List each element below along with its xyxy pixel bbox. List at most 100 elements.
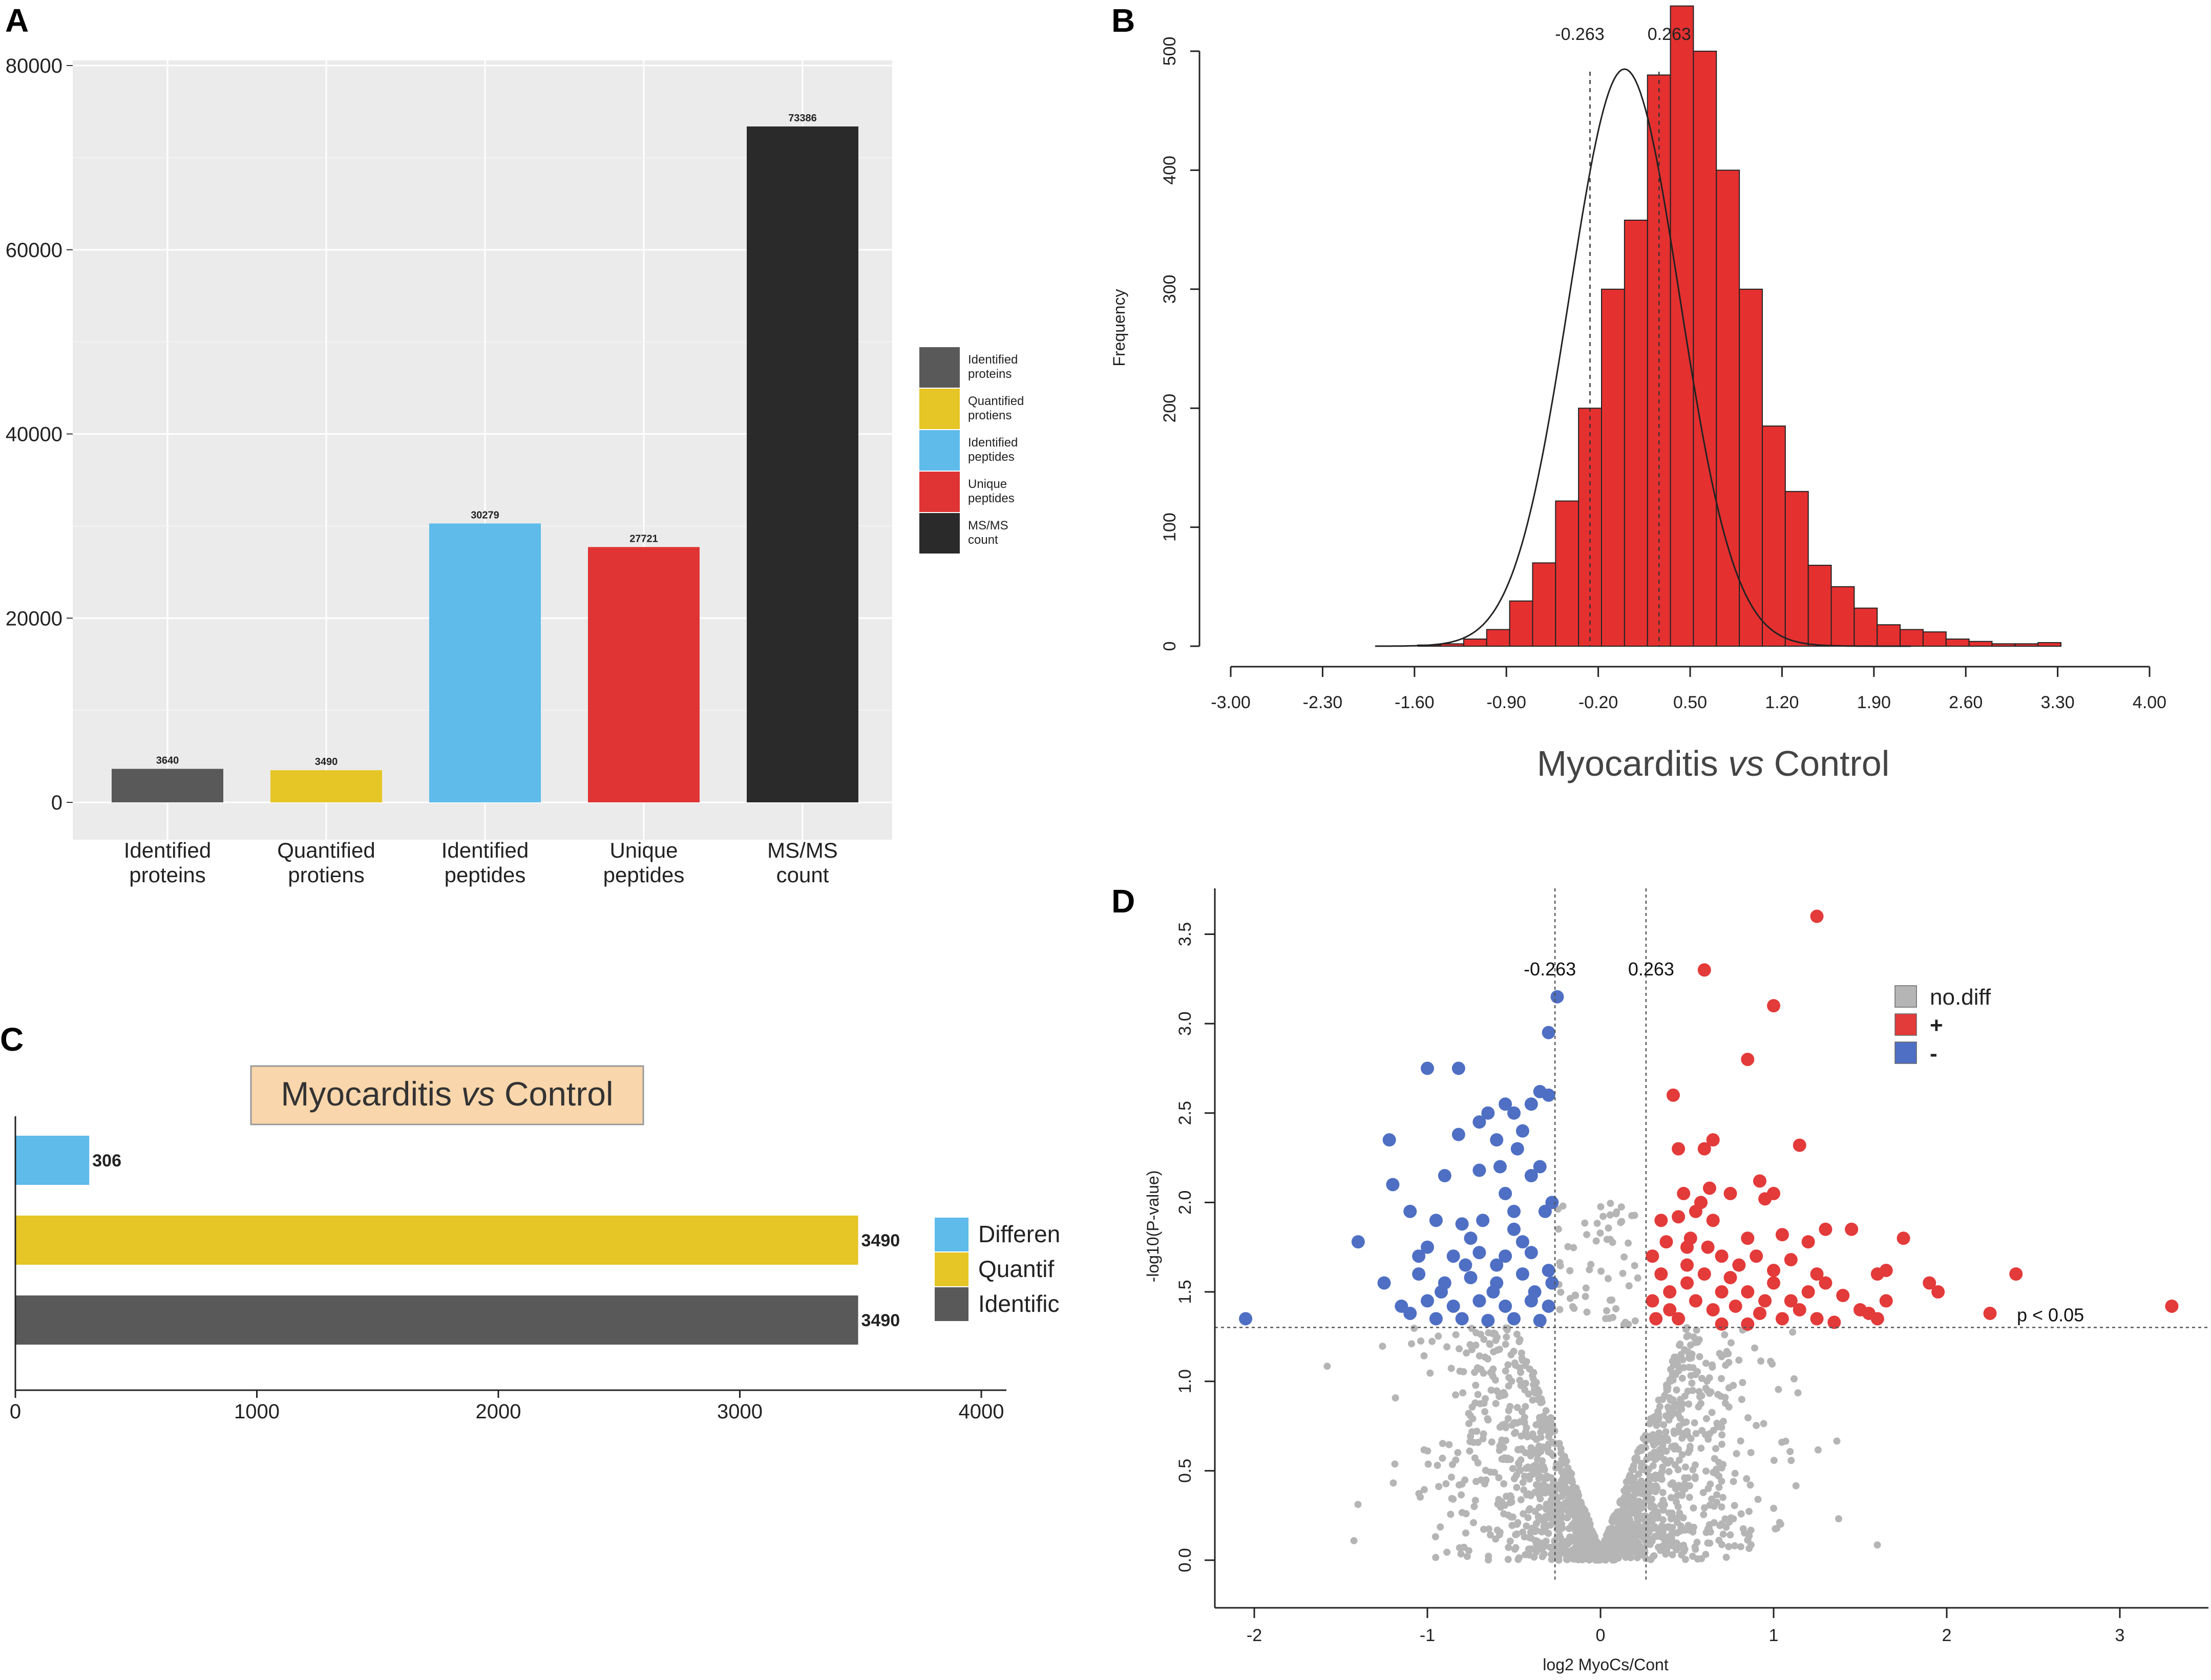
d-point-up — [1649, 1312, 1663, 1326]
d-point-nodiff — [1770, 1504, 1778, 1512]
d-point-down — [1446, 1249, 1460, 1263]
d-point-nodiff — [1460, 1368, 1467, 1375]
d-point-down — [1486, 1285, 1500, 1299]
b-xtick-label: -1.60 — [1395, 693, 1435, 712]
d-point-up — [1680, 1276, 1694, 1290]
d-point-nodiff — [1662, 1547, 1670, 1555]
d-point-nodiff — [1593, 1220, 1601, 1227]
d-point-nodiff — [1593, 1556, 1601, 1564]
d-point-nodiff — [1713, 1419, 1721, 1427]
d-point-nodiff — [1678, 1374, 1686, 1382]
d-point-nodiff — [1542, 1504, 1550, 1512]
d-point-nodiff — [1580, 1505, 1587, 1513]
d-point-nodiff — [1725, 1543, 1733, 1550]
d-point-nodiff — [1504, 1415, 1512, 1422]
d-point-nodiff — [1646, 1535, 1653, 1543]
b-ytick-label: 100 — [1160, 513, 1180, 542]
d-ytick-label: 1.5 — [1175, 1280, 1195, 1304]
d-point-nodiff — [1465, 1420, 1473, 1428]
d-point-nodiff — [1684, 1521, 1692, 1529]
d-point-nodiff — [1678, 1434, 1686, 1442]
a-xtick-label-2: Identified peptides — [441, 838, 529, 887]
b-hist-bar — [1854, 607, 1878, 647]
d-point-nodiff — [1567, 1554, 1575, 1561]
d-point-nodiff — [1482, 1476, 1490, 1484]
d-point-nodiff — [1667, 1494, 1675, 1501]
d-point-nodiff — [1663, 1435, 1671, 1442]
d-ytick-label: 1.0 — [1175, 1369, 1195, 1393]
d-point-nodiff — [1518, 1349, 1525, 1357]
d-point-nodiff — [1486, 1341, 1494, 1348]
b-hist-bar — [1968, 641, 1993, 647]
d-point-nodiff — [1521, 1419, 1528, 1427]
d-point-nodiff — [1721, 1331, 1729, 1338]
d-point-nodiff — [1456, 1345, 1463, 1353]
d-point-nodiff — [1631, 1211, 1638, 1219]
d-point-nodiff — [1521, 1386, 1529, 1394]
d-point-up — [1663, 1285, 1677, 1299]
d-point-nodiff — [1466, 1341, 1474, 1349]
d-point-up — [1689, 1294, 1702, 1308]
d-point-nodiff — [1730, 1478, 1737, 1485]
d-point-nodiff — [1513, 1419, 1521, 1427]
d-point-nodiff — [1700, 1511, 1708, 1519]
d-point-nodiff — [1628, 1520, 1636, 1528]
d-point-nodiff — [1650, 1441, 1658, 1449]
d-point-nodiff — [1653, 1421, 1660, 1429]
d-point-nodiff — [1431, 1533, 1439, 1541]
b-xtick-label: 4.00 — [2133, 693, 2166, 712]
d-point-nodiff — [1458, 1509, 1466, 1517]
d-point-nodiff — [1558, 1513, 1566, 1520]
d-point-up — [1784, 1253, 1798, 1267]
d-point-nodiff — [1491, 1376, 1499, 1384]
d-point-down — [1490, 1133, 1504, 1147]
d-point-nodiff — [1519, 1528, 1527, 1536]
d-point-nodiff — [1507, 1351, 1515, 1358]
d-point-nodiff — [1519, 1479, 1527, 1486]
d-point-nodiff — [1739, 1379, 1746, 1387]
d-point-down — [1472, 1294, 1486, 1308]
d-point-nodiff — [1738, 1396, 1745, 1403]
d-point-nodiff — [1487, 1387, 1495, 1394]
d-point-nodiff — [1542, 1425, 1550, 1433]
d-point-nodiff — [1705, 1374, 1713, 1381]
d-point-nodiff — [1551, 1542, 1559, 1549]
a-ytick-label: 40000 — [6, 423, 62, 446]
d-point-nodiff — [1530, 1554, 1538, 1561]
d-point-up — [1732, 1258, 1746, 1272]
d-point-nodiff — [1683, 1324, 1691, 1332]
a-bar-value-3: 27721 — [629, 533, 658, 544]
d-point-nodiff — [1789, 1328, 1797, 1336]
d-point-nodiff — [1565, 1525, 1573, 1533]
d-point-nodiff — [1581, 1219, 1589, 1227]
a-ytick-label: 60000 — [6, 239, 62, 262]
d-point-nodiff — [1733, 1450, 1740, 1457]
d-point-nodiff — [1686, 1494, 1693, 1501]
d-point-nodiff — [1526, 1505, 1533, 1513]
d-point-nodiff — [1480, 1399, 1488, 1407]
d-point-nodiff — [1624, 1486, 1632, 1494]
d-point-nodiff — [1480, 1430, 1487, 1438]
d-point-down — [1542, 1299, 1555, 1313]
d-point-down — [1507, 1106, 1521, 1120]
d-point-nodiff — [1712, 1445, 1720, 1453]
d-point-nodiff — [1443, 1548, 1451, 1556]
d-point-nodiff — [1420, 1352, 1428, 1359]
d-legend-swatch-0 — [1894, 985, 1917, 1008]
b-ytick-label: 0 — [1160, 642, 1180, 651]
a-bar-value-0: 3640 — [156, 755, 179, 767]
d-point-down — [1507, 1312, 1521, 1326]
d-point-nodiff — [1518, 1432, 1525, 1440]
b-hist-bar — [1761, 426, 1786, 647]
d-point-nodiff — [1509, 1465, 1517, 1473]
d-point-nodiff — [1496, 1528, 1504, 1536]
d-point-nodiff — [1439, 1440, 1446, 1448]
d-point-down — [1490, 1258, 1504, 1272]
d-point-up — [1697, 1142, 1711, 1156]
d-point-nodiff — [1741, 1529, 1749, 1537]
d-point-up — [1723, 1186, 1737, 1200]
c-legend-label-0: Differen — [978, 1221, 1060, 1247]
d-point-down — [1499, 1186, 1512, 1200]
d-point-down — [1476, 1214, 1490, 1227]
d-point-up — [1715, 1285, 1729, 1299]
